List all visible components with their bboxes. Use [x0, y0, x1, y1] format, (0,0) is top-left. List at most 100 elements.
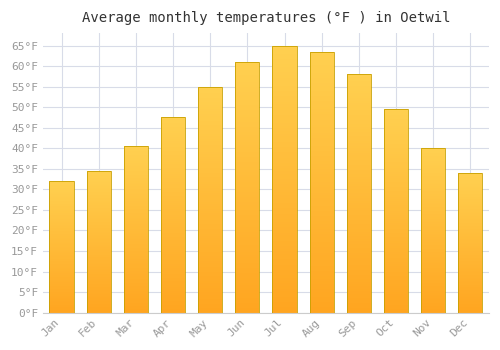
Bar: [124, 243, 148, 244]
Bar: [421, 196, 445, 198]
Bar: [347, 167, 371, 170]
Bar: [198, 279, 222, 281]
Bar: [458, 222, 482, 223]
Bar: [236, 275, 260, 278]
Bar: [272, 182, 296, 184]
Bar: [198, 114, 222, 116]
Bar: [86, 240, 111, 242]
Bar: [124, 311, 148, 313]
Bar: [347, 177, 371, 179]
Bar: [347, 272, 371, 274]
Bar: [86, 261, 111, 263]
Bar: [384, 310, 408, 313]
Bar: [198, 123, 222, 125]
Bar: [347, 74, 371, 77]
Bar: [310, 206, 334, 208]
Bar: [161, 170, 185, 172]
Bar: [86, 201, 111, 202]
Bar: [384, 209, 408, 211]
Bar: [198, 132, 222, 134]
Bar: [236, 107, 260, 110]
Bar: [347, 196, 371, 198]
Bar: [384, 117, 408, 119]
Bar: [86, 256, 111, 257]
Bar: [310, 99, 334, 101]
Bar: [236, 157, 260, 160]
Bar: [272, 193, 296, 195]
Bar: [458, 248, 482, 250]
Bar: [310, 135, 334, 138]
Bar: [50, 210, 74, 211]
Bar: [50, 246, 74, 247]
Bar: [384, 225, 408, 227]
Bar: [198, 222, 222, 224]
Bar: [272, 46, 296, 313]
Bar: [236, 137, 260, 140]
Bar: [124, 233, 148, 234]
Bar: [347, 141, 371, 144]
Bar: [198, 170, 222, 173]
Bar: [310, 67, 334, 70]
Bar: [347, 279, 371, 282]
Bar: [198, 213, 222, 216]
Bar: [161, 197, 185, 199]
Bar: [124, 211, 148, 213]
Bar: [384, 300, 408, 302]
Bar: [50, 230, 74, 231]
Bar: [384, 176, 408, 178]
Bar: [384, 260, 408, 262]
Bar: [124, 156, 148, 158]
Bar: [124, 309, 148, 311]
Bar: [272, 83, 296, 86]
Bar: [198, 168, 222, 170]
Bar: [347, 115, 371, 117]
Bar: [384, 168, 408, 170]
Bar: [236, 250, 260, 252]
Bar: [124, 204, 148, 206]
Bar: [347, 174, 371, 177]
Bar: [198, 150, 222, 152]
Bar: [198, 91, 222, 93]
Bar: [347, 112, 371, 115]
Bar: [421, 309, 445, 311]
Bar: [272, 163, 296, 166]
Bar: [272, 99, 296, 102]
Bar: [384, 154, 408, 156]
Bar: [124, 218, 148, 219]
Bar: [458, 244, 482, 246]
Bar: [384, 299, 408, 300]
Bar: [421, 156, 445, 158]
Bar: [458, 268, 482, 270]
Bar: [384, 124, 408, 126]
Bar: [124, 248, 148, 250]
Bar: [458, 219, 482, 220]
Bar: [50, 184, 74, 185]
Bar: [310, 198, 334, 201]
Bar: [272, 254, 296, 257]
Bar: [236, 180, 260, 182]
Bar: [384, 126, 408, 127]
Bar: [161, 221, 185, 223]
Bar: [124, 261, 148, 263]
Bar: [310, 302, 334, 305]
Bar: [458, 234, 482, 236]
Bar: [384, 227, 408, 229]
Bar: [421, 222, 445, 224]
Bar: [161, 186, 185, 188]
Bar: [310, 300, 334, 302]
Bar: [161, 180, 185, 182]
Bar: [347, 258, 371, 260]
Bar: [198, 175, 222, 177]
Bar: [236, 112, 260, 114]
Bar: [86, 199, 111, 201]
Bar: [86, 209, 111, 211]
Bar: [236, 170, 260, 172]
Bar: [384, 276, 408, 278]
Bar: [161, 254, 185, 256]
Bar: [384, 292, 408, 294]
Bar: [347, 105, 371, 108]
Bar: [421, 155, 445, 156]
Bar: [458, 206, 482, 208]
Bar: [421, 258, 445, 260]
Bar: [421, 281, 445, 283]
